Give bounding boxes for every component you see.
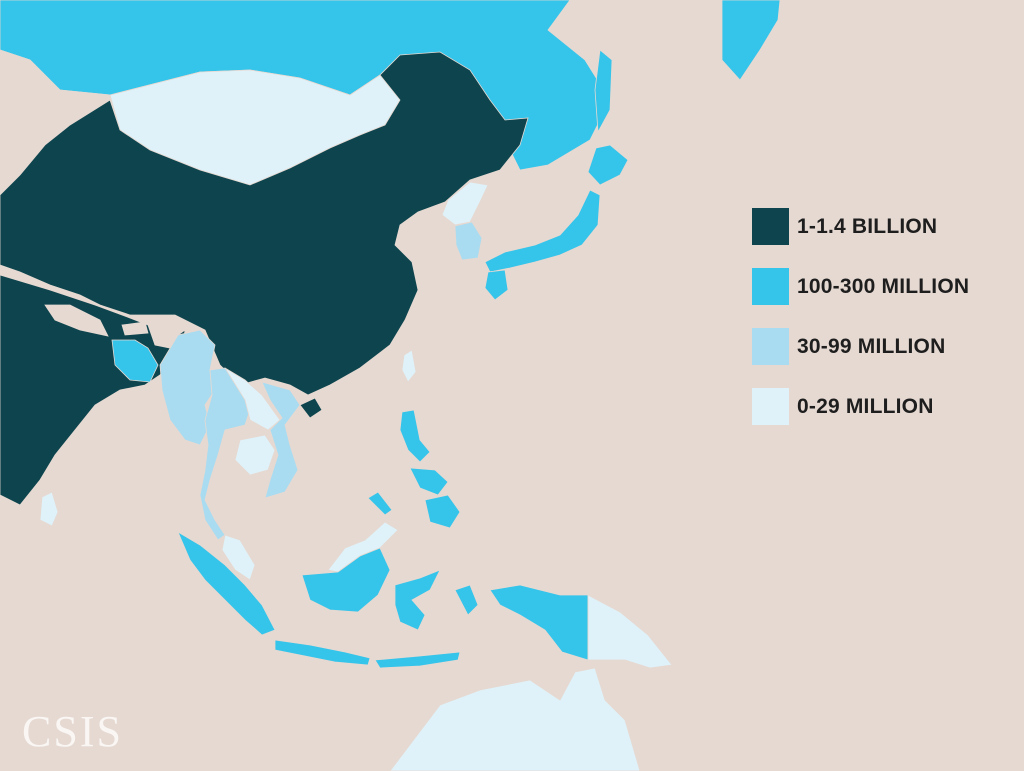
region-vietnam — [261, 381, 301, 499]
csis-watermark-logo: CSIS — [22, 707, 123, 756]
region-indonesia-borneo — [301, 547, 391, 613]
region-indonesia-nusa — [374, 651, 461, 669]
region-south-korea — [454, 221, 483, 261]
region-indonesia-sulawesi — [394, 569, 441, 631]
legend-item: 100-300 MILLION — [752, 268, 969, 305]
region-bangladesh — [111, 339, 159, 383]
region-japan-hokkaido — [587, 144, 629, 186]
legend-label: 100-300 MILLION — [797, 274, 970, 298]
region-sakhalin — [594, 49, 613, 134]
region-taiwan — [401, 349, 417, 383]
region-china — [0, 51, 529, 396]
region-indonesia-sumatra — [177, 531, 276, 636]
region-malaysia-peninsula — [221, 534, 256, 581]
region-indonesia-maluku — [454, 584, 479, 616]
region-hainan — [299, 397, 323, 419]
region-north-korea — [441, 181, 489, 226]
region-bhutan — [121, 321, 149, 336]
region-philippines-palawan — [367, 491, 393, 516]
legend-swatch — [752, 208, 789, 245]
legend-item: 30-99 MILLION — [752, 328, 969, 365]
region-papua-new-guinea — [587, 594, 673, 669]
region-russia-east — [721, 0, 781, 81]
legend-item: 0-29 MILLION — [752, 388, 969, 425]
region-laos — [224, 367, 281, 431]
region-australia — [389, 667, 641, 771]
legend-item: 1-1.4 BILLION — [752, 208, 969, 245]
region-philippines-visayas — [409, 467, 449, 496]
legend-swatch — [752, 388, 789, 425]
legend: 1-1.4 BILLION 100-300 MILLION 30-99 MILL… — [752, 208, 969, 425]
region-philippines-mindanao — [424, 494, 461, 529]
region-japan-kyushu — [484, 269, 509, 301]
region-indonesia-papua — [489, 584, 589, 661]
legend-label: 0-29 MILLION — [797, 394, 934, 418]
region-cambodia — [234, 434, 276, 476]
region-sri-lanka — [39, 491, 59, 527]
region-nepal — [44, 304, 109, 337]
region-philippines-luzon — [399, 409, 431, 463]
legend-swatch — [752, 268, 789, 305]
legend-label: 1-1.4 BILLION — [797, 214, 938, 238]
legend-label: 30-99 MILLION — [797, 334, 946, 358]
region-indonesia-java — [274, 639, 371, 666]
legend-swatch — [752, 328, 789, 365]
region-japan-honshu — [484, 189, 601, 273]
